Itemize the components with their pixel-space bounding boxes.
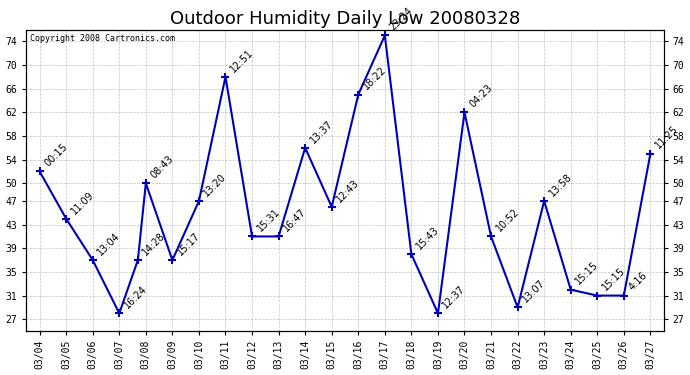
Text: 13:04: 13:04	[95, 231, 122, 257]
Text: 15:15: 15:15	[573, 260, 600, 287]
Text: 13:58: 13:58	[547, 171, 573, 198]
Text: 18:22: 18:22	[361, 65, 388, 92]
Title: Outdoor Humidity Daily Low 20080328: Outdoor Humidity Daily Low 20080328	[170, 10, 520, 28]
Text: 11:09: 11:09	[69, 189, 96, 216]
Text: 10:52: 10:52	[494, 207, 521, 234]
Text: Copyright 2008 Cartronics.com: Copyright 2008 Cartronics.com	[30, 34, 175, 43]
Text: 13:37: 13:37	[308, 118, 335, 145]
Text: 16:24: 16:24	[122, 284, 149, 310]
Text: 16:47: 16:47	[282, 207, 308, 234]
Text: 15:15: 15:15	[600, 266, 627, 293]
Text: 12:51: 12:51	[228, 47, 255, 74]
Text: 13:20: 13:20	[201, 171, 228, 198]
Text: 4:16: 4:16	[627, 270, 649, 293]
Text: 08:43: 08:43	[148, 154, 175, 180]
Text: 15:17: 15:17	[175, 231, 202, 257]
Text: 13:07: 13:07	[520, 278, 547, 304]
Text: 15:43: 15:43	[414, 225, 441, 251]
Text: 12:43: 12:43	[335, 177, 362, 204]
Text: 04:23: 04:23	[467, 83, 494, 110]
Text: 23:24: 23:24	[388, 6, 415, 33]
Text: 14:28: 14:28	[141, 231, 168, 257]
Text: 12:37: 12:37	[441, 284, 468, 310]
Text: 11:25: 11:25	[653, 124, 680, 151]
Text: 15:31: 15:31	[255, 207, 282, 234]
Text: 00:15: 00:15	[42, 142, 69, 169]
